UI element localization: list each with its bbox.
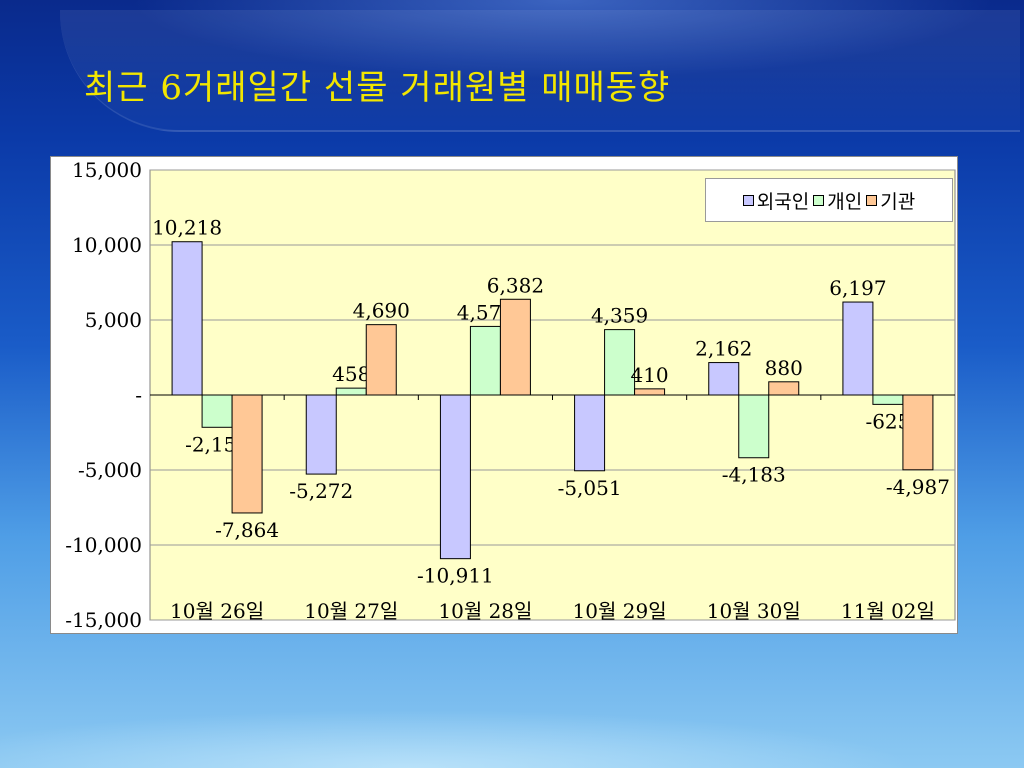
legend-swatch-institution xyxy=(866,194,878,206)
x-category-label: 10월 28일 xyxy=(438,599,532,623)
x-category-label: 10월 30일 xyxy=(707,599,801,623)
legend-item-institution: 기관 xyxy=(866,187,915,214)
data-label: -4,183 xyxy=(722,463,786,487)
legend-label-individual: 개인 xyxy=(827,190,863,213)
legend-item-foreign: 외국인 xyxy=(742,187,810,214)
bar-foreign xyxy=(171,241,203,396)
bar-institution xyxy=(499,298,531,396)
chart-legend: 외국인 개인 기관 xyxy=(705,178,953,222)
background-arc xyxy=(60,10,1020,132)
data-label: 2,162 xyxy=(695,337,752,361)
data-label: 6,197 xyxy=(829,276,886,300)
y-tick-label: -15,000 xyxy=(65,608,142,632)
y-tick-label: -10,000 xyxy=(65,533,142,557)
data-label: 10,218 xyxy=(152,216,222,240)
y-tick-label: - xyxy=(135,383,142,407)
data-label: -10,911 xyxy=(417,564,494,588)
data-label: -4,987 xyxy=(886,475,950,499)
data-label: -7,864 xyxy=(215,518,279,542)
bar-foreign xyxy=(574,394,606,472)
bar-individual xyxy=(872,394,904,405)
bar-foreign xyxy=(305,394,337,475)
data-label: 410 xyxy=(630,363,668,387)
bar-foreign xyxy=(842,301,874,396)
data-label: -5,272 xyxy=(289,479,353,503)
x-category-label: 10월 27일 xyxy=(304,599,398,623)
data-label: 4,359 xyxy=(591,304,648,328)
y-tick-label: -5,000 xyxy=(78,458,142,482)
bar-individual xyxy=(335,387,367,396)
bar-individual xyxy=(738,394,770,459)
y-tick-label: 5,000 xyxy=(85,308,142,332)
bar-institution xyxy=(768,381,800,396)
bar-individual xyxy=(201,394,233,428)
bar-institution xyxy=(365,324,397,396)
y-tick-label: 15,000 xyxy=(72,158,142,182)
slide-title: 최근 6거래일간 선물 거래원별 매매동향 xyxy=(84,68,671,108)
legend-swatch-individual xyxy=(813,194,825,206)
legend-label-institution: 기관 xyxy=(880,190,916,213)
background-glow-bottom xyxy=(0,630,1024,768)
x-category-label: 10월 26일 xyxy=(170,599,264,623)
data-label: -5,051 xyxy=(558,476,622,500)
x-category-label: 11월 02일 xyxy=(841,599,935,623)
x-category-label: 10월 29일 xyxy=(573,599,667,623)
bar-institution xyxy=(902,394,934,471)
data-label: 880 xyxy=(765,356,803,380)
bar-individual xyxy=(604,329,636,396)
bar-institution xyxy=(231,394,263,514)
bar-foreign xyxy=(439,394,471,560)
bar-institution xyxy=(634,388,666,396)
bar-foreign xyxy=(708,362,740,396)
data-label: 4,690 xyxy=(353,299,410,323)
legend-label-foreign: 외국인 xyxy=(756,190,810,213)
y-tick-label: 10,000 xyxy=(72,233,142,257)
legend-swatch-foreign xyxy=(742,194,754,206)
data-label: 6,382 xyxy=(487,273,544,297)
legend-item-individual: 개인 xyxy=(813,187,862,214)
data-label: 458 xyxy=(332,362,370,386)
bar-individual xyxy=(469,325,501,396)
